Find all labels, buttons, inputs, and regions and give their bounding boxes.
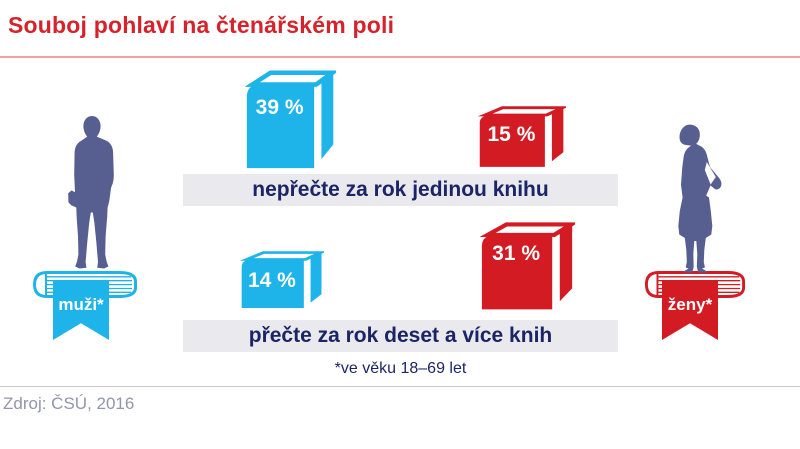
men-label: muži*	[58, 295, 104, 314]
row-label-heavy-readers: přečte za rok deset a více knih	[183, 320, 618, 352]
title-divider	[0, 56, 800, 58]
row-label-nonreaders: nepřečte za rok jedinou knihu	[183, 174, 618, 206]
upright-book-icon	[245, 70, 336, 169]
footer-divider	[0, 386, 800, 387]
stat-book-women-heavy-readers: 31 %	[480, 222, 575, 311]
age-footnote: *ve věku 18–69 let	[334, 360, 467, 377]
woman-silhouette-icon	[678, 124, 722, 273]
women-ribbon-badge: ženy*	[662, 280, 718, 340]
upright-book-icon	[480, 222, 575, 310]
stat-book-women-nonreaders: 15 %	[478, 106, 566, 168]
women-nonreaders-value: 15 %	[487, 123, 536, 146]
men-nonreaders-value: 39 %	[255, 96, 304, 119]
men-heavy-readers-value: 14 %	[247, 269, 296, 292]
stat-book-men-nonreaders: 39 %	[245, 70, 336, 170]
women-label: ženy*	[667, 295, 713, 314]
stat-book-men-heavy-readers: 14 %	[240, 251, 324, 309]
women-heavy-readers-value: 31 %	[492, 242, 541, 265]
men-ribbon-badge: muži*	[53, 280, 109, 340]
row-label-text: nepřečte za rok jedinou knihu	[252, 178, 549, 201]
row-label-text: přečte za rok deset a více knih	[248, 324, 553, 347]
upright-book-icon	[240, 251, 324, 308]
man-silhouette-icon	[68, 116, 114, 269]
page-title: Souboj pohlaví na čtenářském poli	[8, 12, 395, 38]
upright-book-icon	[478, 106, 566, 167]
source-credit: Zdroj: ČSÚ, 2016	[3, 394, 135, 413]
